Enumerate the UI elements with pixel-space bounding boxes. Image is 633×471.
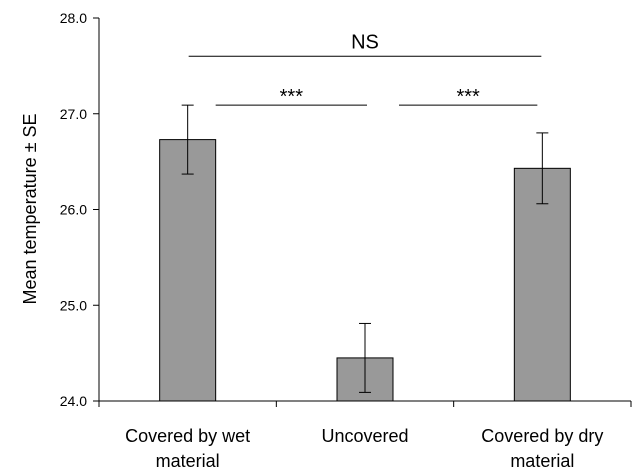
x-category-label: Covered by wet <box>125 426 250 446</box>
y-tick-label: 28.0 <box>60 10 87 26</box>
error-bars <box>181 104 549 393</box>
significance-annotations: *** *** NS <box>188 31 542 108</box>
y-tick-label: 26.0 <box>60 202 87 218</box>
x-ticks <box>98 401 632 407</box>
x-category-label: material <box>510 451 574 471</box>
x-category-label: material <box>156 451 220 471</box>
y-axis-title: Mean temperature ± SE <box>20 114 40 305</box>
bar <box>513 167 571 402</box>
x-category-label: Uncovered <box>321 426 408 446</box>
significance-label: *** <box>280 86 304 108</box>
y-tick-label: 27.0 <box>60 106 87 122</box>
bars <box>159 139 571 402</box>
y-tick-label: 24.0 <box>60 393 87 409</box>
bar <box>159 139 217 402</box>
significance-label: *** <box>456 86 480 108</box>
significance-label: NS <box>351 31 379 53</box>
y-ticks: 24.0 25.0 26.0 27.0 28.0 <box>60 10 99 409</box>
y-tick-label: 25.0 <box>60 297 87 313</box>
category-labels: Covered by wet material Uncovered Covered b… <box>125 426 603 471</box>
x-category-label: Covered by dry <box>481 426 603 446</box>
